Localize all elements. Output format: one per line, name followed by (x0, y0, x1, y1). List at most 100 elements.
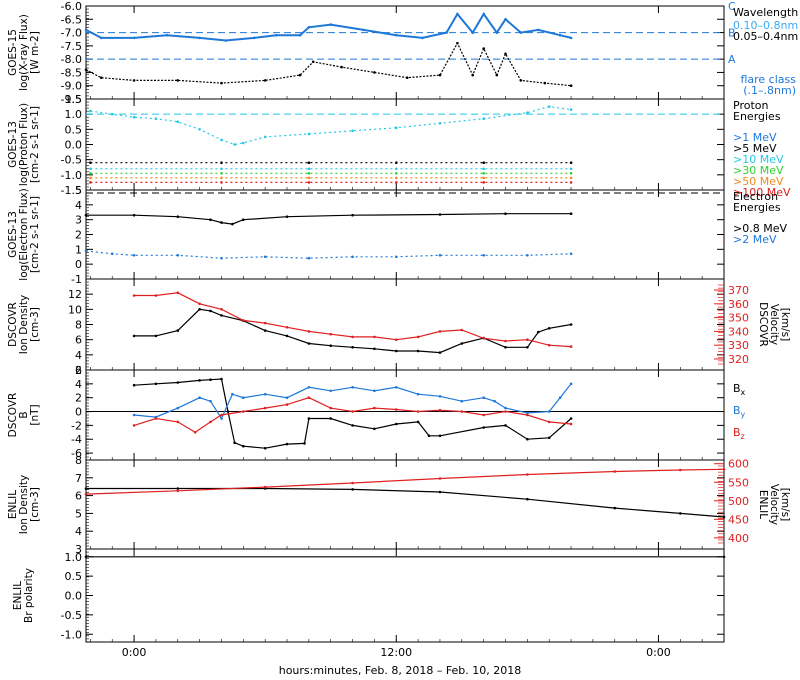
y-axis-title-line: log(Electron Flux) (18, 188, 30, 280)
data-point (482, 172, 486, 175)
data-point (233, 143, 236, 146)
data-point (263, 255, 267, 259)
y-tick-label: 0 (75, 406, 82, 419)
data-point (504, 406, 507, 410)
y-axis-title-line: [cm-3] (29, 307, 41, 342)
data-point (263, 406, 267, 410)
data-point (569, 167, 573, 171)
data-point (722, 468, 726, 471)
data-point (224, 39, 228, 42)
data-point (329, 23, 333, 26)
y-axis-title-line: [nT] (29, 404, 41, 425)
data-point (89, 109, 92, 113)
y-tick-label: -6.0 (61, 0, 82, 13)
data-point (395, 176, 398, 180)
data-point (307, 256, 311, 260)
data-point (274, 33, 278, 37)
data-point (679, 512, 682, 515)
legend-entry: >2 MeV (733, 233, 777, 246)
data-point (504, 339, 507, 343)
data-point (220, 256, 223, 260)
data-point (395, 161, 398, 164)
legend-entry: >50 MeV (733, 175, 784, 188)
data-point (176, 487, 180, 490)
y-tick-label: 1.0 (65, 551, 83, 564)
data-point (233, 441, 236, 445)
y-tick-label: -4 (71, 433, 82, 446)
data-point (329, 389, 333, 393)
y-axis-title-line: GOES-13 (7, 121, 19, 168)
data-point (307, 26, 311, 29)
data-point (482, 12, 486, 16)
y-tick-label: -1.0 (61, 628, 82, 641)
y-tick-label: 3 (75, 214, 82, 227)
data-point (89, 167, 92, 171)
legend-title: Energies (733, 110, 781, 123)
data-point (445, 31, 448, 34)
data-point (100, 76, 103, 79)
y-tick-label: -7.0 (61, 27, 82, 40)
data-point (569, 181, 573, 184)
data-point (89, 181, 92, 184)
data-point (242, 444, 245, 448)
y-axis-title-line: Ion Density (18, 475, 30, 534)
y-tick-label: 4 (75, 378, 82, 391)
data-point (198, 302, 201, 306)
y-tick-label: 0.5 (65, 570, 83, 583)
data-point (220, 221, 223, 224)
data-point (416, 349, 420, 353)
x-tick-label: 12:00 (380, 646, 412, 659)
y-tick-label: -2 (71, 419, 82, 432)
data-point (132, 254, 136, 257)
series-0.10–0.8nm (85, 12, 572, 42)
data-point (438, 490, 442, 494)
data-point (569, 417, 573, 420)
data-point (176, 79, 180, 82)
data-point (526, 413, 529, 417)
data-point (307, 386, 311, 389)
y2-axis-title-line: [km/s] (779, 308, 791, 342)
data-point (110, 252, 114, 256)
data-point (351, 410, 354, 413)
data-point (307, 181, 311, 184)
data-point (242, 141, 245, 145)
series-Velocity (134, 292, 572, 348)
data-point (154, 334, 158, 338)
y2-tick-label: 550 (728, 476, 749, 489)
data-point (482, 176, 486, 180)
data-point (198, 128, 201, 131)
data-point (198, 396, 201, 400)
data-point (569, 252, 573, 256)
y-tick-label: 6 (75, 334, 82, 347)
y-tick-label: -8.0 (61, 53, 82, 66)
data-point (220, 181, 223, 184)
y-tick-label: 4 (75, 199, 82, 212)
data-point (220, 314, 223, 317)
y-tick-label: 4 (75, 349, 82, 362)
y-axis-title-line: DSCOVR (7, 393, 19, 438)
data-point (132, 115, 136, 119)
data-point (438, 330, 442, 333)
data-point (351, 346, 354, 349)
data-point (471, 31, 475, 34)
data-point (482, 426, 486, 429)
data-point (198, 36, 201, 40)
data-point (558, 396, 562, 400)
y2-tick-label: 370 (728, 284, 749, 297)
data-point (519, 79, 523, 82)
data-point (482, 396, 486, 400)
y-tick-label: 0 (75, 258, 82, 271)
legend-entry: >1 MeV (733, 131, 777, 144)
panel-goes-proton: -1.5 -1.0 -0.5 0.0 0.5 1.0 1.5 GOES-13 log(Proto… (7, 93, 791, 199)
legend-entry: Bz (733, 426, 745, 441)
data-point (242, 396, 245, 400)
data-point (84, 28, 88, 32)
y-axis-title-line: B (18, 411, 30, 418)
data-point (416, 335, 420, 339)
data-point (482, 413, 486, 417)
data-point (558, 33, 562, 37)
data-point (307, 342, 311, 345)
data-point (613, 506, 617, 510)
